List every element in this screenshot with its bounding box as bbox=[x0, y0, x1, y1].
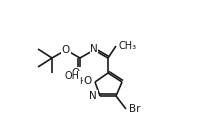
Text: N: N bbox=[90, 44, 98, 54]
Text: O: O bbox=[84, 76, 92, 86]
Text: Br: Br bbox=[129, 104, 141, 114]
Text: OH: OH bbox=[65, 71, 80, 81]
Text: N: N bbox=[89, 91, 97, 101]
Text: CH₃: CH₃ bbox=[119, 41, 137, 51]
Text: O: O bbox=[72, 68, 80, 78]
Text: H: H bbox=[80, 78, 86, 87]
Text: O: O bbox=[62, 45, 70, 55]
